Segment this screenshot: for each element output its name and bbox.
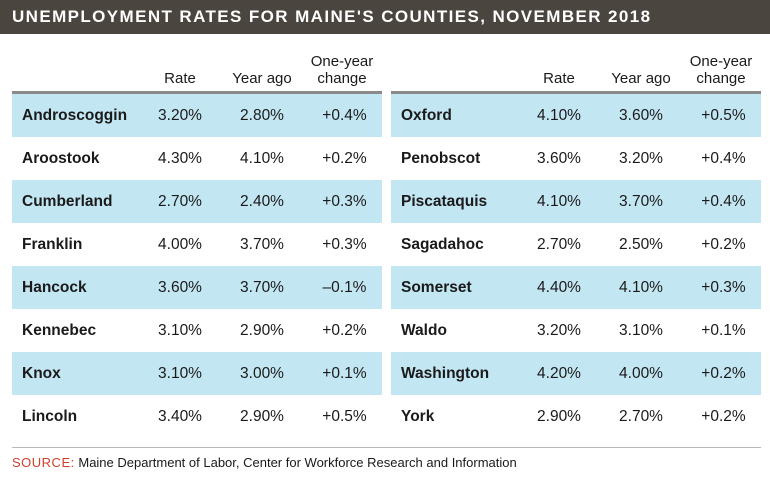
table-row: Franklin 4.00% 3.70% +0.3% — [12, 223, 382, 266]
year-ago-value: 3.70% — [240, 236, 284, 253]
source-label: SOURCE: — [12, 455, 75, 470]
table-row: Kennebec 3.10% 2.90% +0.2% — [12, 309, 382, 352]
rate-value: 2.70% — [158, 193, 202, 210]
rate-value: 3.60% — [537, 150, 581, 167]
rate-value: 4.00% — [158, 236, 202, 253]
year-ago-value: 3.20% — [619, 150, 663, 167]
table-row: Piscataquis 4.10% 3.70% +0.4% — [391, 180, 761, 223]
county-name: Aroostook — [22, 150, 100, 167]
change-value: +0.1% — [701, 322, 746, 339]
table-row: Hancock 3.60% 3.70% –0.1% — [12, 266, 382, 309]
year-ago-value: 2.50% — [619, 236, 663, 253]
county-name: Kennebec — [22, 322, 97, 339]
table-row: Waldo 3.20% 3.10% +0.1% — [391, 309, 761, 352]
change-value: +0.2% — [701, 365, 746, 382]
year-ago-value: 3.70% — [619, 193, 663, 210]
source-note: SOURCE: Maine Department of Labor, Cente… — [12, 455, 517, 470]
change-value: +0.2% — [322, 322, 367, 339]
change-value: +0.3% — [701, 279, 746, 296]
change-value: +0.5% — [701, 107, 746, 124]
county-name: Lincoln — [22, 408, 78, 425]
year-ago-value: 4.00% — [619, 365, 663, 382]
header-one-year-change: One-year change — [689, 53, 753, 87]
bottom-divider — [12, 447, 761, 448]
rate-value: 3.60% — [158, 279, 202, 296]
rate-value: 3.10% — [158, 322, 202, 339]
county-name: Piscataquis — [401, 193, 488, 210]
right-table: Rate Year ago One-year change Oxford 4.10… — [391, 44, 761, 438]
rate-value: 3.10% — [158, 365, 202, 382]
county-name: Oxford — [401, 107, 452, 124]
change-value: +0.2% — [701, 408, 746, 425]
table-row: Somerset 4.40% 4.10% +0.3% — [391, 266, 761, 309]
table-row: York 2.90% 2.70% +0.2% — [391, 395, 761, 438]
change-value: +0.3% — [322, 193, 367, 210]
table-row: Washington 4.20% 4.00% +0.2% — [391, 352, 761, 395]
table-row: Sagadahoc 2.70% 2.50% +0.2% — [391, 223, 761, 266]
county-name: Cumberland — [22, 193, 113, 210]
right-table-header: Rate Year ago One-year change — [391, 44, 761, 94]
change-value: +0.3% — [322, 236, 367, 253]
county-name: Somerset — [401, 279, 472, 296]
county-name: Sagadahoc — [401, 236, 484, 253]
source-text: Maine Department of Labor, Center for Wo… — [78, 455, 517, 470]
rate-value: 4.20% — [537, 365, 581, 382]
year-ago-value: 4.10% — [619, 279, 663, 296]
change-value: +0.4% — [701, 150, 746, 167]
change-value: +0.4% — [701, 193, 746, 210]
table-row: Oxford 4.10% 3.60% +0.5% — [391, 94, 761, 137]
left-table-header: Rate Year ago One-year change — [12, 44, 382, 94]
rate-value: 2.90% — [537, 408, 581, 425]
year-ago-value: 2.80% — [240, 107, 284, 124]
table-row: Cumberland 2.70% 2.40% +0.3% — [12, 180, 382, 223]
county-name: Waldo — [401, 322, 447, 339]
county-name: Washington — [401, 365, 490, 382]
table-row: Aroostook 4.30% 4.10% +0.2% — [12, 137, 382, 180]
year-ago-value: 3.10% — [619, 322, 663, 339]
county-name: York — [401, 408, 435, 425]
change-value: +0.1% — [322, 365, 367, 382]
rate-value: 3.20% — [158, 107, 202, 124]
change-value: +0.5% — [322, 408, 367, 425]
rate-value: 4.30% — [158, 150, 202, 167]
change-value: +0.2% — [322, 150, 367, 167]
year-ago-value: 2.40% — [240, 193, 284, 210]
year-ago-value: 3.60% — [619, 107, 663, 124]
change-value: +0.2% — [701, 236, 746, 253]
header-one-year-change: One-year change — [310, 53, 374, 87]
rate-value: 2.70% — [537, 236, 581, 253]
rate-value: 4.10% — [537, 107, 581, 124]
rate-value: 4.40% — [537, 279, 581, 296]
header-rate: Rate — [543, 70, 575, 87]
county-name: Androscoggin — [22, 107, 128, 124]
year-ago-value: 3.70% — [240, 279, 284, 296]
rate-value: 3.40% — [158, 408, 202, 425]
county-name: Franklin — [22, 236, 83, 253]
table-row: Penobscot 3.60% 3.20% +0.4% — [391, 137, 761, 180]
chart-title: UNEMPLOYMENT RATES FOR MAINE'S COUNTIES,… — [0, 0, 770, 34]
table-row: Knox 3.10% 3.00% +0.1% — [12, 352, 382, 395]
year-ago-value: 2.90% — [240, 322, 284, 339]
table-row: Androscoggin 3.20% 2.80% +0.4% — [12, 94, 382, 137]
year-ago-value: 2.90% — [240, 408, 284, 425]
header-rate: Rate — [164, 70, 196, 87]
table-row: Lincoln 3.40% 2.90% +0.5% — [12, 395, 382, 438]
header-year-ago: Year ago — [232, 70, 292, 87]
left-table: Rate Year ago One-year change Androscogg… — [12, 44, 382, 438]
year-ago-value: 3.00% — [240, 365, 284, 382]
change-value: +0.4% — [322, 107, 367, 124]
county-name: Knox — [22, 365, 61, 382]
change-value: –0.1% — [322, 279, 367, 296]
county-name: Penobscot — [401, 150, 481, 167]
county-name: Hancock — [22, 279, 87, 296]
header-year-ago: Year ago — [611, 70, 671, 87]
year-ago-value: 4.10% — [240, 150, 284, 167]
rate-value: 4.10% — [537, 193, 581, 210]
year-ago-value: 2.70% — [619, 408, 663, 425]
rate-value: 3.20% — [537, 322, 581, 339]
